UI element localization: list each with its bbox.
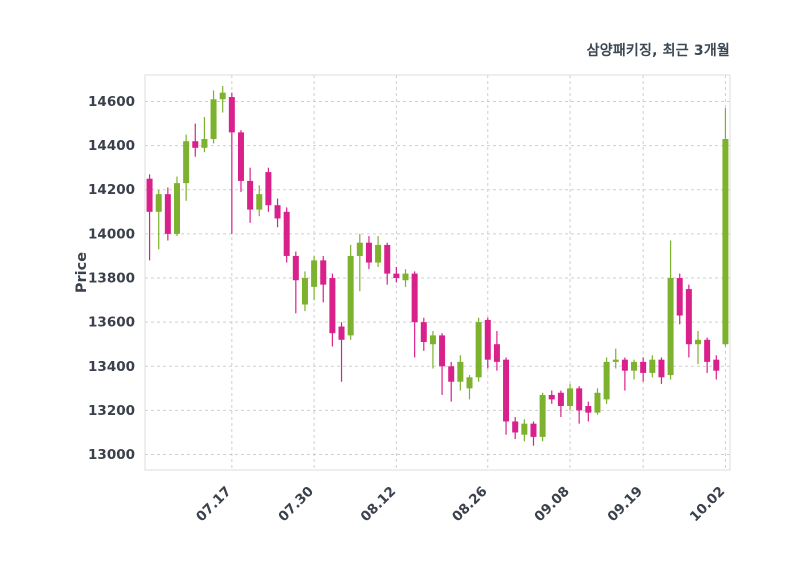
- plot-frame: [144, 74, 731, 471]
- y-tick-label: 14600: [88, 94, 135, 110]
- gridlines: [145, 75, 730, 470]
- candle-body: [649, 359, 656, 373]
- candle-body: [192, 141, 199, 148]
- candle-body: [484, 319, 491, 360]
- chart-title: 삼양패키징, 최근 3개월: [586, 43, 730, 59]
- candle-body: [146, 178, 153, 212]
- y-tick-label: 14000: [88, 226, 135, 242]
- candle-body: [557, 392, 564, 407]
- candle-body: [311, 260, 318, 287]
- candle-body: [658, 359, 665, 378]
- candle-body: [457, 361, 464, 382]
- candle-body: [594, 392, 601, 413]
- x-tick-label: 08.12: [358, 484, 400, 526]
- candle-body: [228, 97, 235, 133]
- candle-body: [356, 242, 363, 256]
- candle-body: [612, 359, 619, 362]
- candle-body: [274, 205, 281, 219]
- candles: [146, 86, 729, 446]
- candle-body: [375, 244, 382, 263]
- candle-body: [539, 394, 546, 437]
- candle-body: [247, 180, 254, 210]
- x-tick-label: 09.08: [531, 484, 573, 526]
- y-axis-title: Price: [74, 252, 90, 293]
- candle-body: [567, 388, 574, 407]
- x-tick-label: 07.30: [275, 484, 317, 526]
- candle-body: [283, 211, 290, 256]
- y-tick-label: 14400: [88, 138, 135, 154]
- candle-body: [384, 244, 391, 274]
- candle-body: [475, 322, 482, 378]
- candle-body: [676, 278, 683, 316]
- candle-body: [347, 255, 354, 336]
- y-axis-labels: 13000 13200 13400 13600 13800 14000 14200 14400…: [88, 94, 135, 463]
- candle-body: [429, 335, 436, 345]
- candle-body: [640, 361, 647, 373]
- candle-body: [402, 273, 409, 281]
- candle-body: [493, 344, 500, 362]
- y-tick-label: 13000: [88, 447, 135, 463]
- candle-body: [292, 255, 299, 281]
- candle-body: [722, 138, 729, 345]
- candle-body: [448, 366, 455, 382]
- candle-body: [704, 339, 711, 362]
- candle-body: [183, 141, 190, 184]
- candle-body: [576, 388, 583, 411]
- candle-body: [210, 99, 217, 139]
- candle-body: [420, 322, 427, 343]
- candle-body: [667, 278, 674, 376]
- x-tick-label: 07.17: [193, 484, 235, 526]
- y-tick-label: 13600: [88, 315, 135, 331]
- candle-body: [621, 359, 628, 371]
- candle-body: [338, 326, 345, 340]
- candle-body: [329, 278, 336, 334]
- candle-body: [585, 406, 592, 413]
- y-tick-label: 13400: [88, 359, 135, 375]
- candle-body: [201, 138, 208, 148]
- candle-body: [155, 194, 162, 212]
- candle-body: [164, 194, 171, 234]
- candle-body: [530, 423, 537, 437]
- candle-body: [512, 421, 519, 433]
- candle-body: [439, 335, 446, 367]
- x-tick-label: 10.02: [687, 484, 729, 526]
- candle-body: [393, 273, 400, 279]
- candle-body: [521, 423, 528, 435]
- candle-body: [219, 92, 226, 100]
- candle-body: [695, 339, 702, 345]
- candle-body: [503, 359, 510, 422]
- candle-body: [173, 183, 180, 234]
- candle-body: [237, 132, 244, 181]
- candle-body: [320, 260, 327, 285]
- y-tick-label: 13200: [88, 403, 135, 419]
- y-tick-label: 13800: [88, 271, 135, 287]
- x-tick-label: 09.19: [604, 484, 646, 526]
- y-tick-label: 14200: [88, 182, 135, 198]
- candle-body: [256, 194, 263, 210]
- candle-body: [365, 242, 372, 263]
- candle-body: [631, 361, 638, 371]
- candle-body: [713, 359, 720, 371]
- candle-body: [265, 172, 272, 206]
- candle-body: [548, 394, 555, 400]
- x-axis-labels: 07.17 07.30 08.12 08.26 09.08 09.19 10.02: [193, 484, 728, 526]
- candle-body: [466, 377, 473, 389]
- candle-body: [301, 278, 308, 305]
- x-tick-label: 08.26: [449, 484, 491, 526]
- candle-body: [685, 289, 692, 345]
- candle-body: [411, 273, 418, 323]
- candle-body: [603, 361, 610, 400]
